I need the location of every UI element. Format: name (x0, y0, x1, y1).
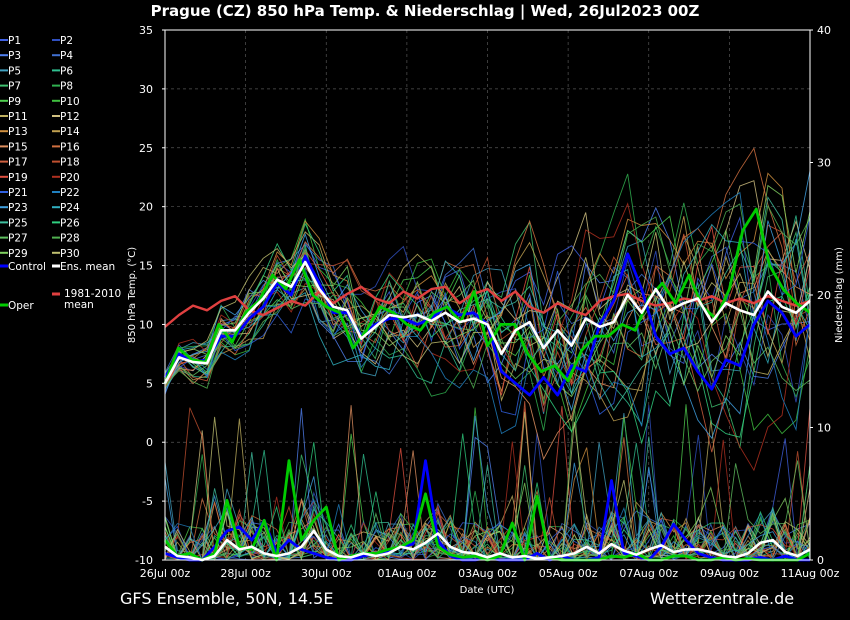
legend-label: P1 (8, 35, 21, 47)
y-tick-label: 10 (139, 318, 153, 331)
legend-label: P8 (60, 81, 73, 93)
y-axis-label: 850 hPa Temp. (°C) (127, 247, 138, 343)
member-temp-line (164, 191, 811, 435)
legend-label: P9 (8, 96, 21, 108)
x-tick-label: 01Aug 00z (378, 567, 437, 580)
y-axis-ticks: 35 30 25 20 15 10 5 0 -5 -10 (135, 24, 165, 567)
x-tick-label: 11Aug 00z (781, 567, 840, 580)
legend-label: P23 (8, 202, 28, 214)
y-tick-label: 30 (139, 83, 153, 96)
x-tick-label: 07Aug 00z (619, 567, 678, 580)
legend-label: Ens. mean (60, 261, 115, 273)
legend-label: P12 (60, 111, 80, 123)
chart-title: Prague (CZ) 850 hPa Temp. & Niederschlag… (150, 2, 700, 20)
y-tick-label: -10 (135, 554, 153, 567)
legend-label: P18 (60, 157, 80, 169)
y-tick-label: -5 (142, 495, 153, 508)
member-precip-line (164, 482, 811, 561)
legend-label: P14 (60, 126, 80, 138)
y2-tick-label: 30 (817, 157, 831, 170)
y2-tick-label: 40 (817, 24, 831, 37)
legend-label: P2 (60, 35, 73, 47)
legend-label: P26 (60, 217, 80, 229)
legend-label: P28 (60, 233, 80, 245)
y-tick-label: 0 (146, 436, 153, 449)
x-tick-label: 05Aug 00z (539, 567, 598, 580)
legend-label: P29 (8, 248, 28, 260)
member-temp-line (164, 184, 811, 398)
legend-label: P20 (60, 172, 80, 184)
legend-label: P10 (60, 96, 80, 108)
legend-label: Control (8, 261, 46, 273)
y-tick-label: 35 (139, 24, 153, 37)
legend-label: P11 (8, 111, 28, 123)
member-temp-line (164, 202, 811, 472)
legend-label: P7 (8, 81, 21, 93)
y-tick-label: 5 (146, 377, 153, 390)
member-precip-line (164, 415, 811, 562)
member-temp-line (164, 222, 811, 445)
legend-label: P4 (60, 50, 73, 62)
legend-label: P5 (8, 65, 21, 77)
y-tick-label: 25 (139, 142, 153, 155)
legend-label: P13 (8, 126, 28, 138)
legend-label: P24 (60, 202, 80, 214)
temperature-1981-2010-mean-line (164, 285, 811, 328)
legend-label: P30 (60, 248, 80, 260)
temperature-ens-mean-line (163, 260, 811, 384)
legend-label: P16 (60, 141, 80, 153)
legend-label: P27 (8, 233, 28, 245)
legend-label: P25 (8, 217, 28, 229)
precipitation-ens-mean-line (164, 529, 811, 562)
site-credit: Wetterzentrale.de (650, 589, 795, 608)
x-tick-label: 09Aug 00z (700, 567, 759, 580)
y2-tick-label: 10 (817, 422, 831, 435)
legend-label: P19 (8, 172, 28, 184)
legend-label: P6 (60, 65, 73, 77)
x-axis-label: Date (UTC) (460, 585, 515, 596)
legend-label: P21 (8, 187, 28, 199)
y2-tick-label: 20 (817, 289, 831, 302)
x-tick-label: 30Jul 00z (301, 567, 352, 580)
legend-label: P17 (8, 157, 28, 169)
legend-label: P15 (8, 141, 28, 153)
model-info: GFS Ensemble, 50N, 14.5E (120, 589, 334, 608)
y2-axis-ticks: 40 30 20 10 0 (810, 24, 831, 567)
x-tick-label: 03Aug 00z (458, 567, 517, 580)
y-tick-label: 20 (139, 201, 153, 214)
x-tick-label: 28Jul 00z (220, 567, 271, 580)
legend-label: P22 (60, 187, 80, 199)
x-tick-label: 26Jul 00z (140, 567, 191, 580)
legend: P1 P2 P3 P4 P5 P6 P7 P8 P9 P10 P11 P12 P13 P14 P15 P16 P… (0, 35, 121, 312)
y2-tick-label: 0 (817, 554, 824, 567)
legend-label: Oper (8, 300, 34, 312)
y-tick-label: 15 (139, 260, 153, 273)
y2-axis-label: Niederschlag (mm) (834, 247, 845, 343)
x-axis-ticks: 26Jul 00z 28Jul 00z 30Jul 00z 01Aug 00z 03Au… (140, 567, 840, 580)
legend-label: 1981-2010 mean (64, 288, 121, 311)
legend-label: P3 (8, 50, 21, 62)
